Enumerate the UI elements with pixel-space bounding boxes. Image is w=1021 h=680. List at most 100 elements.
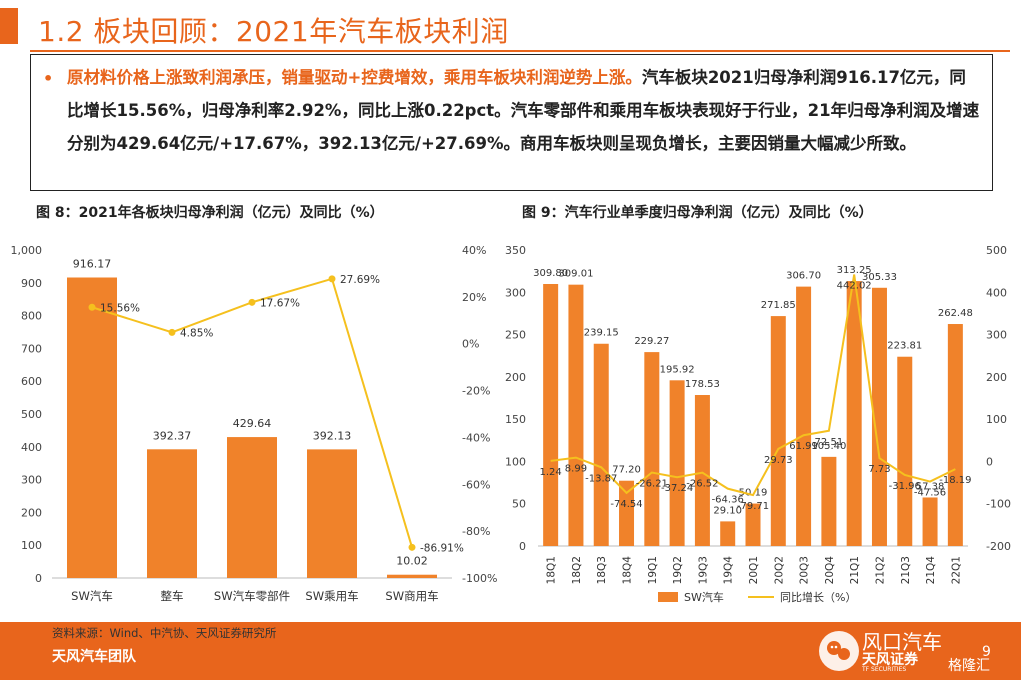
bar-value-label: 305.33 — [862, 272, 897, 283]
yoy-point — [408, 543, 416, 551]
x-tick-label: SW乘用车 — [305, 589, 358, 603]
y2-tick-label: 500 — [986, 244, 1007, 257]
y2-tick-label: 400 — [986, 286, 1007, 299]
legend-bar-swatch — [658, 592, 678, 602]
y-tick-label: 500 — [21, 408, 42, 421]
bar — [147, 449, 197, 578]
sector-profit-chart: 0 100 200 300 400 500 600 700 800 900 1,000 -100% -8… — [11, 244, 498, 603]
brand-name: 天风证券 — [862, 652, 918, 668]
yoy-value-label: -64.36 — [712, 495, 744, 506]
yoy-value-label: -26.21 — [636, 479, 668, 490]
bar-value-label: 392.13 — [313, 429, 352, 442]
x-tick-label: 18Q3 — [596, 556, 608, 584]
x-tick-label: 21Q3 — [900, 556, 912, 584]
y-tick-label: 350 — [505, 244, 526, 257]
yoy-value-label: 72.51 — [815, 437, 844, 448]
bar-value-label: 392.37 — [153, 429, 192, 442]
y-tick-label: 1,000 — [11, 244, 43, 257]
bar — [947, 324, 963, 546]
yoy-value-label: 1.24 — [540, 467, 562, 478]
bar — [821, 456, 837, 546]
x-tick-label: 20Q2 — [773, 556, 785, 584]
yoy-value-label: 29.73 — [764, 455, 793, 466]
bar-value-label: 178.53 — [685, 379, 720, 390]
bar-value-label: 309.01 — [558, 269, 593, 280]
bar — [694, 395, 710, 546]
bar — [568, 284, 584, 546]
y2-tick-label: -40% — [462, 431, 490, 444]
legend-bar-label: SW汽车 — [684, 590, 724, 604]
y-tick-label: 250 — [505, 329, 526, 342]
yoy-value-label: -79.71 — [737, 501, 769, 512]
x-tick-label: SW汽车零部件 — [214, 589, 290, 603]
bar — [543, 283, 559, 546]
x-tick-label: 18Q4 — [622, 556, 634, 585]
bar-value-label: 916.17 — [73, 257, 112, 270]
bar — [770, 316, 786, 546]
y2-tick-label: -100 — [986, 498, 1011, 511]
y2-tick-label: -200 — [986, 540, 1011, 553]
y-tick-label: 100 — [21, 539, 42, 552]
bar — [669, 380, 685, 546]
x-tick-label: 21Q2 — [874, 556, 886, 584]
bar — [846, 281, 862, 546]
summary-body: 汽车板块2021归母净利润916.17亿元，同比增长15.56%，归母净利率2.… — [67, 68, 980, 153]
x-tick-label: 20Q1 — [748, 556, 760, 584]
y-tick-label: 0 — [35, 572, 42, 585]
yoy-value-label: 8.99 — [565, 464, 587, 475]
y2-tick-label: 40% — [462, 244, 486, 257]
yoy-point — [328, 275, 336, 283]
page-title: 1.2 板块回顾：2021年汽车板块利润 — [38, 15, 509, 48]
y-tick-label: 200 — [505, 371, 526, 384]
bar-value-label: 195.92 — [660, 364, 695, 375]
bar — [720, 521, 736, 546]
bar-value-label: 239.15 — [584, 328, 619, 339]
x-tick-label: 19Q3 — [697, 556, 709, 584]
bar-value-label: 105.40 — [811, 441, 846, 452]
yoy-value-label: 7.73 — [868, 464, 890, 475]
bar — [922, 497, 938, 546]
x-tick-label: 19Q1 — [647, 556, 659, 584]
y2-tick-label: 0 — [986, 455, 993, 468]
x-tick-label: 18Q2 — [571, 556, 583, 584]
yoy-value-label: 442.02 — [837, 281, 872, 292]
y-tick-label: 300 — [21, 474, 42, 487]
brand-name-en: TF SECURITIES — [862, 666, 907, 673]
yoy-value-label: 27.69% — [340, 274, 380, 286]
x-tick-label: SW汽车 — [71, 589, 113, 603]
bar-value-label: 309.80 — [533, 268, 568, 279]
page-number: 9 — [982, 644, 991, 660]
bullet-icon: • — [43, 69, 54, 88]
x-tick-label: SW商用车 — [385, 589, 438, 603]
bar — [897, 356, 913, 546]
bar-value-label: 429.64 — [233, 417, 272, 430]
x-tick-label: 21Q1 — [849, 556, 861, 584]
yoy-point — [168, 328, 176, 336]
x-tick-label: 19Q2 — [672, 556, 684, 584]
fig9-caption: 图 9：汽车行业单季度归母净利润（亿元）及同比（%） — [522, 205, 873, 221]
y-tick-label: 0 — [519, 540, 526, 553]
y2-tick-label: 0% — [462, 338, 479, 351]
bar — [307, 449, 357, 578]
bar — [387, 574, 437, 578]
yoy-value-label: -26.52 — [686, 479, 718, 490]
x-tick-label: 19Q4 — [723, 556, 735, 585]
bar — [67, 277, 117, 578]
y-tick-label: 600 — [21, 375, 42, 388]
x-tick-label: 18Q1 — [546, 556, 558, 584]
y-tick-label: 200 — [21, 506, 42, 519]
yoy-value-label: 17.67% — [260, 297, 300, 309]
summary-box: • 原材料价格上涨致利润承压，销量驱动+控费增效，乘用车板块利润逆势上涨。汽车板… — [30, 54, 993, 191]
y-tick-label: 400 — [21, 441, 42, 454]
bar — [644, 352, 660, 546]
bar-value-label: 313.25 — [837, 265, 872, 276]
watermark-sub: 格隆汇 — [948, 658, 990, 674]
fig8-caption: 图 8：2021年各板块归母净利润（亿元）及同比（%） — [36, 205, 384, 221]
y2-tick-label: 100 — [986, 413, 1007, 426]
bar — [871, 287, 887, 546]
bar-value-label: 57.38 — [916, 481, 945, 492]
yoy-value-label: -18.19 — [939, 475, 971, 486]
yoy-value-label: -13.87 — [585, 473, 617, 484]
bar-value-label: 77.20 — [612, 465, 641, 476]
quarterly-profit-chart: 0 50 100 150 200 250 300 350 -200 -100 0 100 200 300 4… — [505, 244, 1011, 604]
